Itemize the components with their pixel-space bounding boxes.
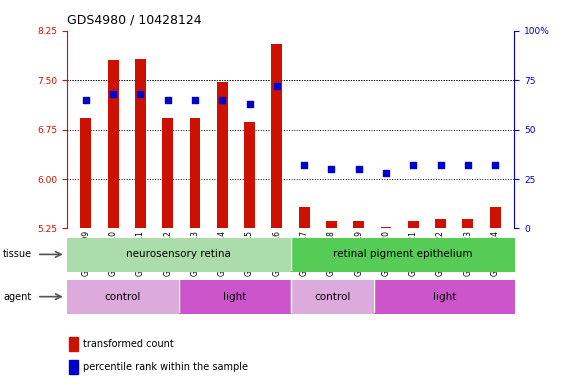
Bar — [462, 218, 474, 228]
Text: agent: agent — [3, 291, 31, 302]
Bar — [381, 227, 392, 228]
Bar — [70, 360, 77, 374]
Point — [354, 166, 363, 172]
Point — [136, 91, 145, 97]
Text: tissue: tissue — [3, 249, 32, 260]
Bar — [70, 337, 77, 351]
Point — [327, 166, 336, 172]
Point — [218, 97, 227, 103]
Text: neurosensory retina: neurosensory retina — [126, 249, 231, 260]
Bar — [299, 207, 310, 228]
Bar — [353, 221, 364, 228]
Point — [381, 170, 390, 176]
Bar — [435, 218, 446, 228]
Point — [299, 162, 309, 168]
Text: transformed count: transformed count — [83, 339, 174, 349]
Text: control: control — [105, 291, 141, 302]
Bar — [244, 122, 255, 228]
Bar — [107, 60, 119, 228]
Point — [245, 101, 254, 107]
Point — [408, 162, 418, 168]
Bar — [162, 118, 173, 228]
Bar — [80, 118, 91, 228]
Text: GDS4980 / 10428124: GDS4980 / 10428124 — [67, 14, 202, 27]
Point — [163, 97, 173, 103]
Text: light: light — [433, 291, 456, 302]
Text: light: light — [223, 291, 246, 302]
Point — [191, 97, 200, 103]
Point — [463, 162, 472, 168]
Bar — [135, 59, 146, 228]
Text: control: control — [314, 291, 350, 302]
Point — [490, 162, 500, 168]
Bar — [326, 221, 337, 228]
Point — [81, 97, 91, 103]
Text: percentile rank within the sample: percentile rank within the sample — [83, 362, 248, 372]
Bar — [408, 221, 419, 228]
Point — [109, 91, 118, 97]
Point — [436, 162, 445, 168]
Bar — [490, 207, 501, 228]
Text: retinal pigment epithelium: retinal pigment epithelium — [332, 249, 472, 260]
Bar — [217, 82, 228, 228]
Bar — [271, 44, 282, 228]
Point — [272, 83, 282, 89]
Bar — [189, 118, 200, 228]
